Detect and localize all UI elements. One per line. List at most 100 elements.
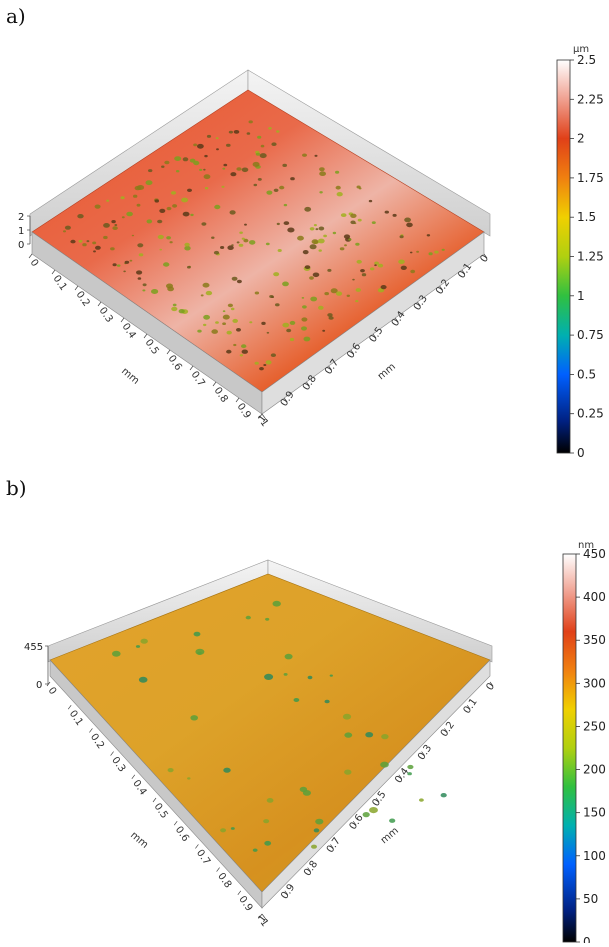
y-tick-label: 0 <box>484 681 497 693</box>
surface-pit <box>227 303 233 308</box>
surface-pit <box>311 239 319 245</box>
surface-pit <box>357 218 362 222</box>
surface-pit <box>167 286 175 292</box>
surface-pit <box>197 143 204 149</box>
surface-pit <box>264 840 272 846</box>
surface-pit <box>441 248 445 251</box>
surface-pit <box>399 235 404 239</box>
surface-pit <box>205 290 213 296</box>
surface-pit <box>204 187 209 190</box>
surface-pit <box>203 323 207 327</box>
surface-pit <box>106 199 110 202</box>
surface-pit <box>176 170 180 173</box>
surface-pit <box>301 297 305 299</box>
surface-pit <box>142 289 146 292</box>
surface-pit <box>138 253 144 257</box>
surface-pit <box>328 316 334 320</box>
surface-pit <box>371 221 376 225</box>
surface-pit <box>434 250 439 254</box>
surface-pit <box>253 183 258 187</box>
surface-pit <box>138 676 148 683</box>
surface-pit <box>223 163 228 167</box>
surface-pit <box>103 235 108 240</box>
surface-pit <box>148 169 153 173</box>
surface-pit <box>193 631 201 637</box>
surface-pit <box>187 265 191 269</box>
surface-pit <box>315 228 319 231</box>
surface-pit <box>261 321 266 325</box>
surface-pit <box>112 650 121 657</box>
surface-pit <box>329 674 333 677</box>
surface-pit <box>245 615 251 620</box>
surface-pit <box>120 196 125 200</box>
surface-pit <box>377 263 384 268</box>
surface-pit <box>244 223 247 226</box>
surface-pit <box>312 272 320 278</box>
surface-pit <box>323 234 327 238</box>
surface-pit <box>222 167 226 170</box>
surface-pit <box>303 336 311 342</box>
surface-pit <box>110 247 115 251</box>
surface-pit <box>360 269 365 273</box>
surface-pit <box>309 276 314 280</box>
surface-pit <box>276 130 280 133</box>
surface-pit <box>302 305 307 309</box>
surface-pit <box>271 142 277 146</box>
surface-pit <box>254 291 260 295</box>
surface-pit <box>233 130 240 134</box>
colorbar-tick-label: 0 <box>577 446 585 460</box>
surface-pit <box>94 204 101 209</box>
surface-pit <box>259 153 267 159</box>
surface-pit <box>184 245 191 251</box>
surface-pit <box>361 273 367 277</box>
surface-pits-b <box>112 600 447 852</box>
surface-pit <box>116 264 121 267</box>
surface-pit <box>135 645 141 648</box>
x-tick-label: 1 <box>258 417 271 429</box>
surface-pit <box>142 283 147 287</box>
colorbar-tick-label: 0.5 <box>577 367 596 381</box>
surface-pit <box>137 243 144 248</box>
surface-pit <box>369 807 378 814</box>
surface-pit <box>137 277 142 280</box>
surface-pit <box>270 353 276 358</box>
surface-pit <box>365 732 374 738</box>
surface-pit <box>159 248 162 251</box>
colorbar-tick-label: 0.75 <box>577 328 604 342</box>
surface-pit <box>327 268 332 272</box>
z-tick-label: 2 <box>18 212 24 223</box>
y-tick-label: 1 <box>256 913 269 925</box>
surface-pit <box>226 349 232 354</box>
surface-pit <box>214 204 221 210</box>
surface-pit <box>114 224 118 226</box>
surface-pit <box>92 241 97 245</box>
surface-figure-b: 00.10.20.30.40.50.60.70.80.9100.10.20.30… <box>24 540 606 947</box>
surface-pit <box>124 260 130 264</box>
surface-pit <box>211 329 218 334</box>
surface-pit <box>203 314 211 320</box>
surface-pit <box>284 653 293 660</box>
surface-pit <box>381 734 389 740</box>
z-tick-label: 0 <box>36 680 42 691</box>
surface-pit <box>220 828 227 833</box>
surface-pit <box>263 364 267 366</box>
surface-pit <box>252 848 258 852</box>
surface-pit <box>254 361 259 365</box>
surface-pit <box>319 167 325 172</box>
surface-pit <box>121 216 125 219</box>
surface-pit <box>352 278 355 281</box>
surface-pit <box>236 167 242 171</box>
colorbar-tick-label: 2.25 <box>577 92 604 106</box>
surface-pit <box>428 252 433 256</box>
surface-pit <box>255 152 261 156</box>
surface-pit <box>355 242 360 246</box>
surface-pit <box>275 303 280 307</box>
surface-pit <box>302 153 307 157</box>
colorbar-a <box>556 59 571 454</box>
surface-plot-b: b) <box>0 472 609 947</box>
surface-pit <box>200 294 204 297</box>
surface-pit <box>77 214 84 219</box>
surface-pit <box>215 137 219 140</box>
surface-pit <box>203 168 206 171</box>
surface-pit <box>103 223 110 228</box>
